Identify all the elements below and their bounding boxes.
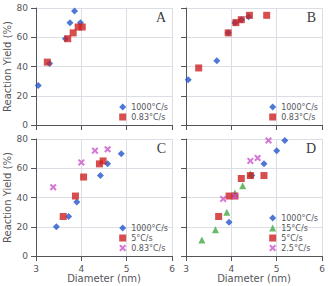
svg-text:6: 6 — [319, 264, 325, 274]
svg-text:5: 5 — [274, 264, 280, 274]
svg-text:40: 40 — [17, 62, 29, 72]
svg-text:D: D — [306, 141, 316, 156]
svg-text:20: 20 — [17, 91, 29, 101]
svg-text:5°C/s: 5°C/s — [281, 234, 303, 243]
svg-text:Diameter (nm): Diameter (nm) — [67, 273, 141, 284]
svg-text:5: 5 — [124, 264, 130, 274]
svg-text:0: 0 — [22, 251, 28, 261]
svg-text:1000°C/s: 1000°C/s — [131, 224, 168, 233]
svg-text:0.83°C/s: 0.83°C/s — [131, 244, 165, 253]
svg-text:40: 40 — [17, 193, 29, 203]
svg-text:A: A — [156, 10, 167, 25]
svg-text:80: 80 — [17, 134, 29, 144]
svg-text:2.5°C/s: 2.5°C/s — [281, 244, 310, 253]
svg-text:60: 60 — [17, 32, 29, 42]
svg-text:Reaction Yield (%): Reaction Yield (%) — [2, 152, 13, 243]
svg-text:5°C/s: 5°C/s — [131, 234, 153, 243]
svg-text:15°C/s: 15°C/s — [281, 224, 308, 233]
svg-text:6: 6 — [169, 264, 175, 274]
svg-text:Diameter (nm): Diameter (nm) — [217, 273, 291, 284]
svg-text:20: 20 — [17, 222, 29, 232]
svg-text:60: 60 — [17, 163, 29, 173]
svg-text:C: C — [157, 141, 166, 156]
svg-text:0.83°C/s: 0.83°C/s — [281, 113, 315, 122]
svg-text:B: B — [307, 10, 316, 25]
svg-text:4: 4 — [78, 264, 84, 274]
svg-text:0.83°C/s: 0.83°C/s — [131, 113, 165, 122]
svg-text:4: 4 — [228, 264, 234, 274]
svg-text:3: 3 — [183, 264, 189, 274]
svg-text:1000°C/s: 1000°C/s — [281, 214, 318, 223]
svg-text:0: 0 — [22, 120, 28, 130]
svg-text:1000°C/s: 1000°C/s — [281, 103, 318, 112]
svg-text:Reaction Yield (%): Reaction Yield (%) — [2, 21, 13, 112]
svg-text:3: 3 — [33, 264, 39, 274]
svg-text:80: 80 — [17, 3, 29, 13]
svg-text:1000°C/s: 1000°C/s — [131, 103, 168, 112]
